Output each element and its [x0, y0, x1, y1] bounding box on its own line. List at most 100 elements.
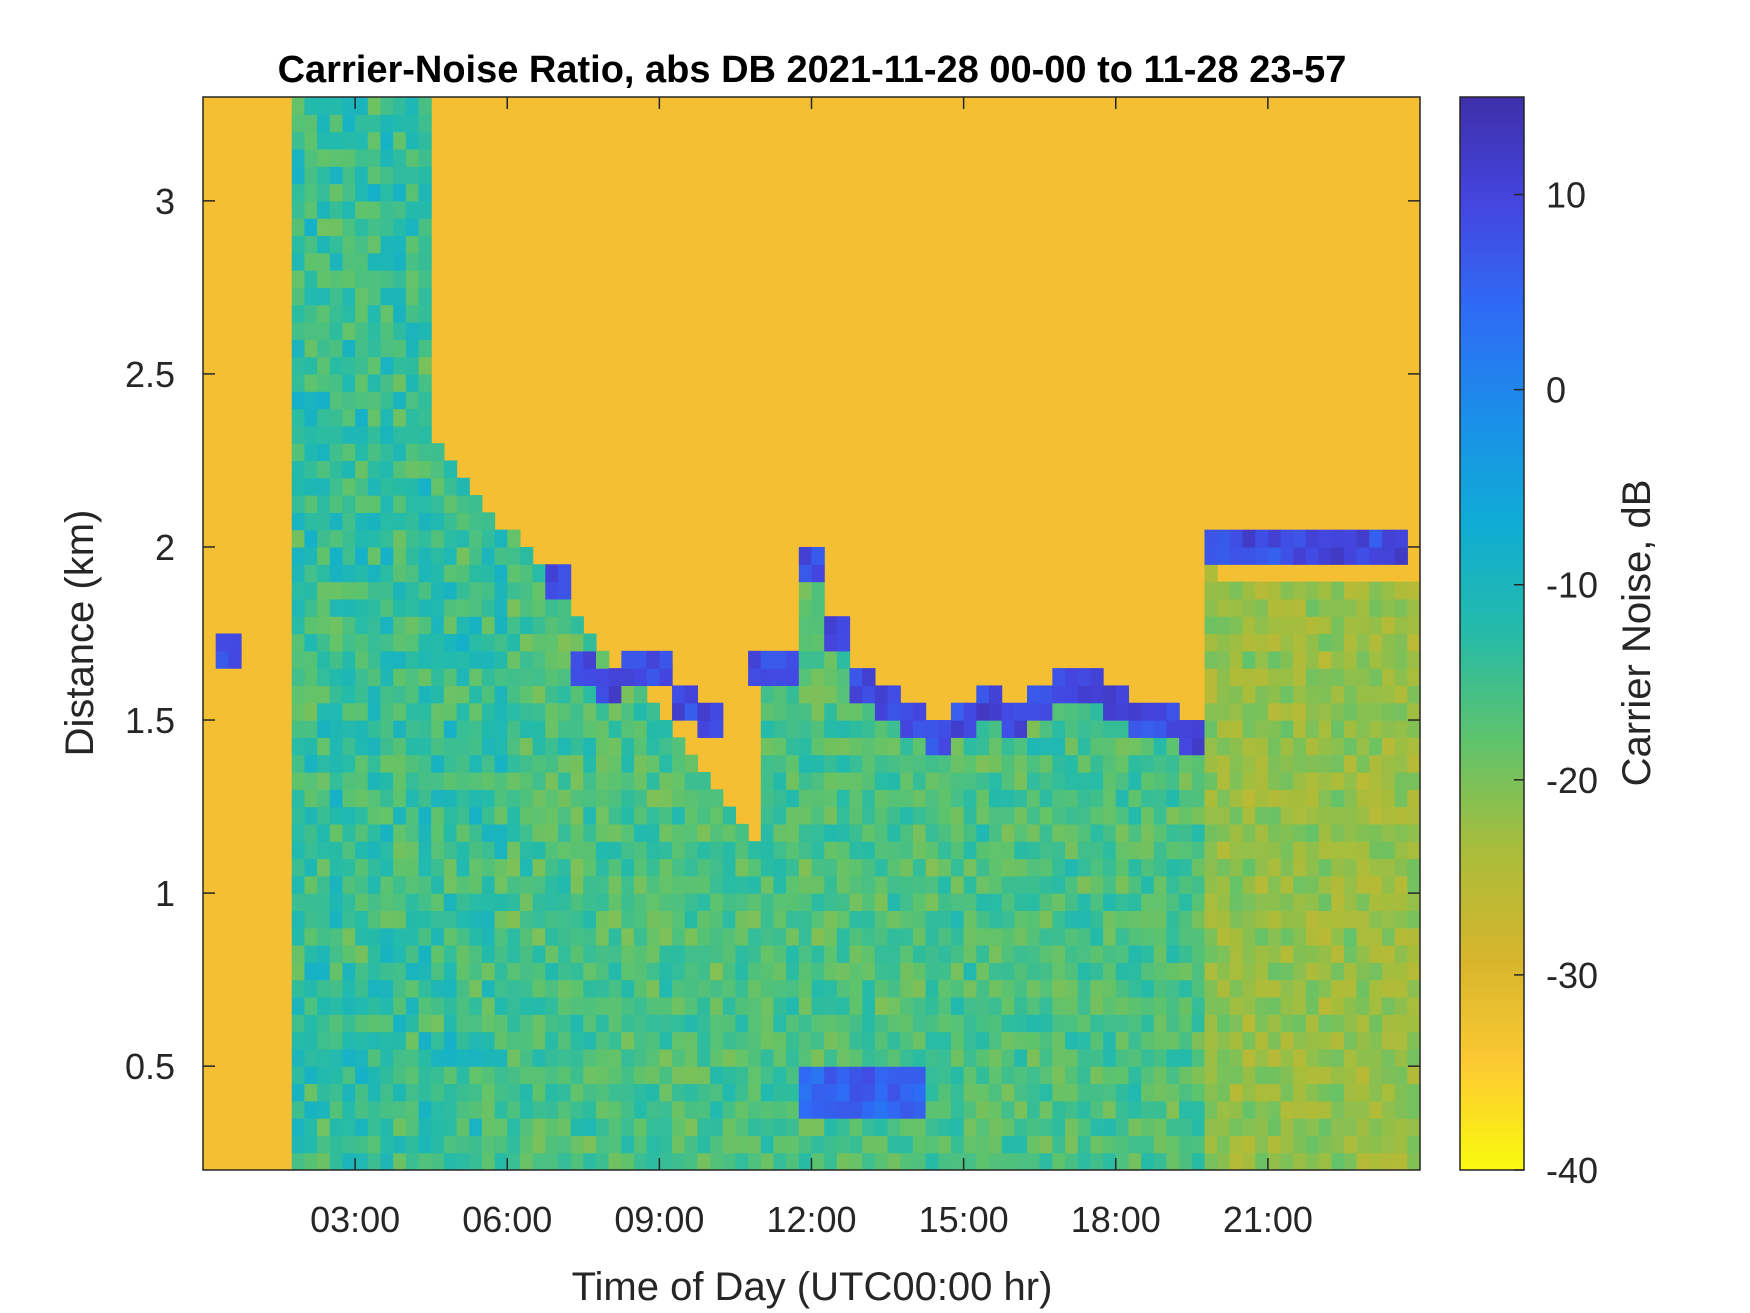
heatmap-cell [456, 962, 470, 981]
heatmap-cell [646, 1014, 660, 1033]
heatmap-cell [291, 893, 306, 912]
heatmap-cell [1179, 754, 1193, 773]
heatmap-cell [304, 962, 318, 981]
heatmap-cell [1407, 979, 1420, 998]
heatmap-cell [317, 1014, 331, 1033]
heatmap-cell [1381, 546, 1396, 565]
heatmap-cell [1305, 979, 1320, 998]
heatmap-cell [621, 910, 635, 929]
heatmap-cell [786, 823, 800, 842]
heatmap-cell [1128, 1031, 1142, 1050]
heatmap-cell [862, 806, 876, 825]
heatmap-cell [1191, 1014, 1206, 1033]
heatmap-cell [938, 1118, 952, 1136]
heatmap-cell [608, 858, 622, 877]
heatmap-cell [1204, 979, 1218, 998]
heatmap-cell [291, 1083, 306, 1102]
heatmap-cell [1381, 668, 1396, 687]
heatmap-cell [1090, 1048, 1104, 1067]
heatmap-cell [1318, 996, 1332, 1015]
heatmap-cell [824, 841, 838, 860]
heatmap-cell [304, 166, 318, 185]
heatmap-cell [418, 633, 432, 652]
heatmap-cell [786, 650, 800, 669]
heatmap-cell [1242, 581, 1256, 600]
heatmap-cell [811, 668, 825, 687]
heatmap-cell [824, 962, 838, 981]
heatmap-cell [557, 668, 572, 687]
heatmap-cell [634, 1031, 648, 1050]
heatmap-cell [456, 529, 470, 548]
colorbar-label: Carrier Noise, dB [1615, 480, 1659, 787]
heatmap-cell [900, 927, 914, 946]
heatmap-cell [443, 495, 458, 513]
heatmap-cell [1394, 1118, 1408, 1136]
heatmap-cell [519, 823, 534, 842]
heatmap-cell [1065, 1031, 1079, 1050]
heatmap-cell [1077, 841, 1091, 860]
heatmap-cell [621, 806, 635, 825]
heatmap-cell [710, 841, 724, 860]
heatmap-cell [317, 754, 331, 773]
x-tick-label: 21:00 [1223, 1199, 1313, 1240]
heatmap-cell [342, 581, 356, 600]
heatmap-cell [1255, 616, 1269, 635]
heatmap-cell [367, 131, 382, 150]
heatmap-cell [519, 737, 534, 756]
heatmap-cell [1001, 771, 1015, 790]
heatmap-cell [849, 1048, 863, 1067]
heatmap-cell [1407, 893, 1420, 912]
heatmap-cell [507, 754, 521, 773]
heatmap-cell [393, 841, 407, 860]
heatmap-cell [887, 806, 901, 825]
heatmap-cell [367, 477, 382, 496]
heatmap-cell [405, 1031, 420, 1050]
heatmap-cell [1280, 1083, 1294, 1102]
heatmap-cell [215, 650, 229, 669]
heatmap-cell [1090, 962, 1104, 981]
heatmap-cell [735, 910, 749, 929]
heatmap-cell [1293, 1100, 1307, 1119]
heatmap-cell [291, 546, 306, 565]
heatmap-cell [748, 927, 762, 946]
heatmap-cell [976, 979, 990, 998]
heatmap-cell [570, 979, 584, 998]
heatmap-cell [900, 1135, 914, 1154]
heatmap-cell [1014, 893, 1028, 912]
heatmap-cell [988, 1135, 1003, 1154]
heatmap-cell [1293, 581, 1307, 600]
heatmap-cell [393, 97, 407, 115]
heatmap-cell [1343, 945, 1358, 963]
heatmap-cell [798, 650, 813, 669]
heatmap-cell [418, 270, 432, 288]
heatmap-cell [1052, 1083, 1066, 1102]
heatmap-cell [557, 702, 572, 721]
heatmap-cell [405, 321, 420, 340]
heatmap-cell [1255, 633, 1269, 652]
heatmap-cell [811, 875, 825, 894]
heatmap-cell [1179, 962, 1193, 981]
heatmap-cell [735, 945, 749, 963]
heatmap-cell [1229, 893, 1244, 912]
heatmap-cell [1407, 858, 1420, 877]
heatmap-cell [469, 737, 483, 756]
heatmap-cell [1103, 771, 1117, 790]
heatmap-cell [342, 235, 356, 254]
heatmap-cell [456, 841, 470, 860]
heatmap-cell [963, 737, 977, 756]
heatmap-cell [1039, 685, 1053, 704]
heatmap-cell [1128, 1100, 1142, 1119]
y-tick-label: 0.5 [125, 1046, 175, 1087]
heatmap-cell [342, 945, 356, 963]
heatmap-cell [1293, 616, 1307, 635]
heatmap-cell [1217, 1048, 1231, 1067]
heatmap-cell [1267, 1031, 1282, 1050]
heatmap-cell [1229, 633, 1244, 652]
heatmap-cell [1217, 633, 1231, 652]
heatmap-cell [950, 720, 965, 738]
heatmap-cell [1103, 893, 1117, 912]
heatmap-cell [494, 841, 508, 860]
heatmap-cell [1115, 806, 1130, 825]
heatmap-cell [1217, 668, 1231, 687]
heatmap-cell [1305, 1118, 1320, 1136]
